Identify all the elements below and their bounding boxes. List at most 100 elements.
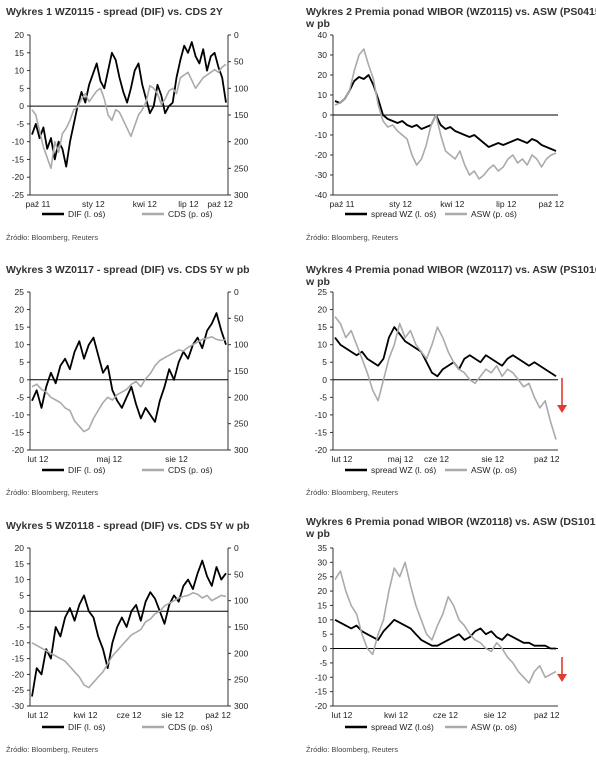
x-tick-label: lut 12: [28, 454, 49, 464]
y-tick-label: -40: [315, 190, 328, 200]
x-tick-label: cze 12: [116, 710, 141, 720]
legend-label: DIF (l. oś): [68, 465, 105, 475]
y-tick-label: 10: [15, 340, 25, 350]
chart-5-source: Źródło: Bloomberg, Reuters: [6, 745, 99, 754]
y-tick-label: -10: [315, 672, 328, 682]
legend-label: DIF (l. oś): [68, 209, 105, 219]
y-tick-label: -25: [12, 190, 25, 200]
y-tick-label: -20: [12, 669, 25, 679]
y-tick-label: 25: [318, 287, 328, 297]
y-tick-label: -20: [315, 701, 328, 711]
y-tick-label: 10: [318, 90, 328, 100]
x-tick-label: paź 12: [534, 710, 560, 720]
chart-3-title: Wykres 3 WZ0117 - spread (DIF) vs. CDS 5…: [6, 264, 250, 276]
x-tick-label: sty 12: [389, 199, 412, 209]
series-line-black: [31, 41, 227, 168]
x-tick-label: kwi 12: [133, 199, 157, 209]
x-tick-label: sty 12: [82, 199, 105, 209]
x-tick-label: maj 12: [388, 454, 414, 464]
y-tick-label: 20: [318, 70, 328, 80]
y-tick-label: 10: [15, 66, 25, 76]
y2-tick-label: 300: [234, 190, 248, 200]
chart-6-source: Źródło: Bloomberg, Reuters: [306, 745, 399, 754]
y-tick-label: 20: [15, 305, 25, 315]
x-tick-label: sie 12: [161, 710, 184, 720]
series-line-black: [334, 326, 557, 378]
y-tick-label: 15: [318, 322, 328, 332]
legend-label: CDS (p. oś): [168, 722, 213, 732]
y-tick-label: 20: [15, 543, 25, 553]
x-tick-label: paź 12: [207, 199, 233, 209]
y-tick-label: 30: [318, 557, 328, 567]
chart-5-title: Wykres 5 WZ0118 - spread (DIF) vs. CDS 5…: [6, 520, 250, 532]
y-tick-label: 15: [15, 322, 25, 332]
y-tick-label: 0: [19, 606, 24, 616]
y-tick-label: -5: [16, 392, 24, 402]
x-tick-label: lut 12: [332, 454, 353, 464]
x-tick-label: lut 12: [28, 710, 49, 720]
y-tick-label: -10: [315, 130, 328, 140]
x-tick-label: sie 12: [484, 710, 507, 720]
x-tick-label: lut 12: [332, 710, 353, 720]
y2-tick-label: 300: [234, 701, 248, 711]
y-tick-label: 5: [19, 83, 24, 93]
y-tick-label: -15: [12, 427, 25, 437]
y-tick-label: 5: [322, 629, 327, 639]
y-tick-label: -5: [16, 119, 24, 129]
x-tick-label: paź 12: [205, 710, 231, 720]
y-tick-label: -20: [315, 445, 328, 455]
series-line-grey: [31, 63, 227, 170]
y-tick-label: 25: [15, 287, 25, 297]
y2-tick-label: 0: [234, 30, 239, 40]
y2-tick-label: 200: [234, 137, 248, 147]
y-tick-label: -10: [12, 410, 25, 420]
legend-label: CDS (p. oś): [168, 465, 213, 475]
y2-tick-label: 50: [234, 57, 244, 67]
y-tick-label: 40: [318, 30, 328, 40]
chart-2-source: Źródło: Bloomberg, Reuters: [306, 233, 399, 242]
y2-tick-label: 200: [234, 392, 248, 402]
y-tick-label: 20: [15, 30, 25, 40]
y-tick-label: 30: [318, 50, 328, 60]
legend-label: ASW (p. oś): [471, 465, 517, 475]
series-line-black: [334, 618, 556, 650]
series-line-grey: [31, 591, 227, 689]
legend-label: spread WZ (l.oś): [371, 722, 434, 732]
x-tick-label: cze 12: [424, 454, 449, 464]
series-line-grey: [334, 48, 557, 180]
series-line-black: [334, 74, 557, 152]
y-tick-label: 0: [322, 375, 327, 385]
y2-tick-label: 100: [234, 83, 248, 93]
y-tick-label: -15: [315, 687, 328, 697]
y-tick-label: 15: [15, 48, 25, 58]
y2-tick-label: 150: [234, 622, 248, 632]
y2-tick-label: 250: [234, 163, 248, 173]
y-tick-label: 10: [318, 340, 328, 350]
chart-4-subtitle: w pb: [306, 276, 330, 288]
series-line-black: [31, 559, 227, 697]
y-tick-label: -30: [315, 170, 328, 180]
y-tick-label: 0: [19, 101, 24, 111]
y-tick-label: 5: [19, 357, 24, 367]
y2-tick-label: 250: [234, 675, 248, 685]
x-tick-label: kwi 12: [384, 710, 408, 720]
y-tick-label: 15: [15, 559, 25, 569]
x-tick-label: paź 12: [534, 454, 560, 464]
y2-tick-label: 0: [234, 543, 239, 553]
y-tick-label: -15: [12, 154, 25, 164]
y-tick-label: 25: [318, 572, 328, 582]
y-tick-label: -25: [12, 685, 25, 695]
y-tick-label: 10: [15, 575, 25, 585]
chart-1-title: Wykres 1 WZ0115 - spread (DIF) vs. CDS 2…: [6, 6, 223, 18]
y-tick-label: -20: [315, 150, 328, 160]
y-tick-label: -15: [315, 427, 328, 437]
chart-4-source: Źródło: Bloomberg, Reuters: [306, 488, 399, 497]
chart-2-subtitle: w pb: [306, 18, 330, 30]
y-tick-label: -15: [12, 654, 25, 664]
y-tick-label: -10: [315, 410, 328, 420]
